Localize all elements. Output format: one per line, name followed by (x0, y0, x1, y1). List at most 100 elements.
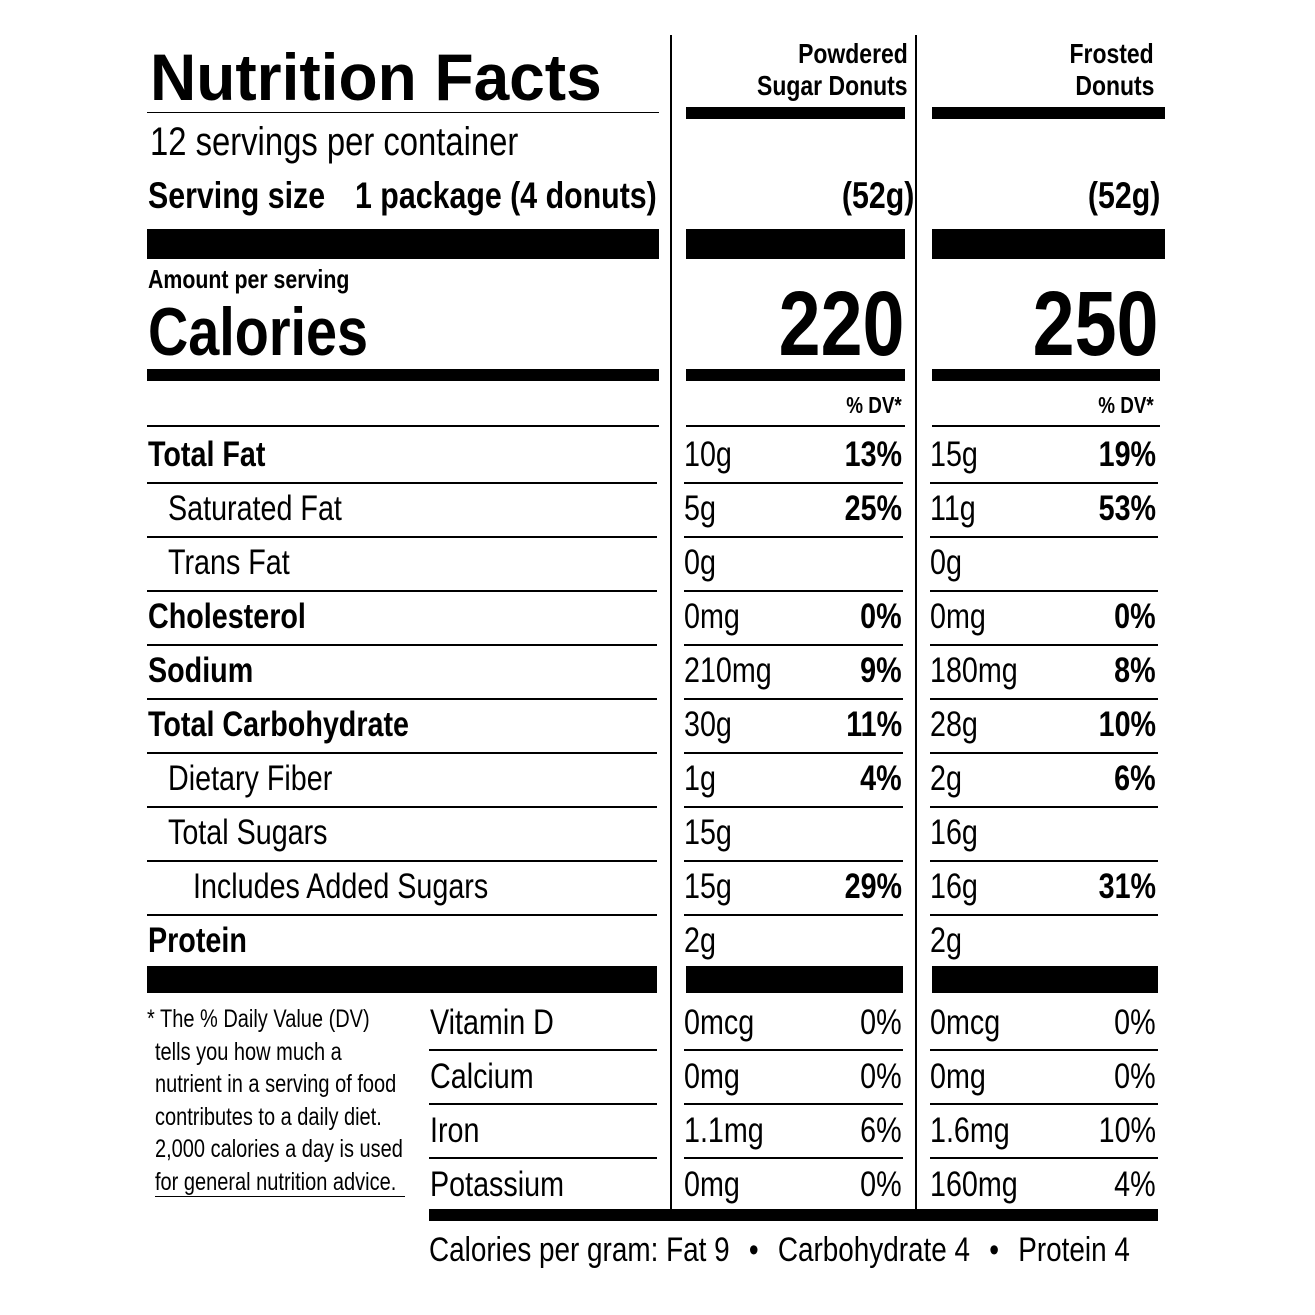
product-2-vitamin-amount: 0mcg (930, 1003, 1001, 1042)
product-1-dv-header: % DV* (846, 392, 902, 418)
row-rule (684, 482, 903, 484)
servings-per-container: 12 servings per container (150, 120, 519, 164)
row-rule (684, 536, 903, 538)
product-1-name-line2: Sugar Donuts (757, 70, 908, 101)
vitamin-label: Potassium (430, 1165, 564, 1204)
row-rule (147, 482, 657, 484)
nutrient-label: Saturated Fat (168, 489, 342, 528)
product-1-amount: 210mg (684, 651, 772, 690)
nutrient-label: Cholesterol (148, 597, 306, 636)
row-rule (930, 752, 1158, 754)
serving-size-label: Serving size (148, 175, 326, 216)
calories-label: Calories (148, 294, 369, 370)
footnote-rule (155, 1196, 405, 1197)
vitamin-label: Iron (430, 1111, 480, 1150)
calories-per-gram-prefix: Calories per gram: (429, 1231, 659, 1269)
protein-thick-bar-1 (147, 966, 657, 993)
product-2-daily-value: 10% (1098, 705, 1156, 744)
product-1-daily-value: 11% (846, 705, 902, 744)
product-1-daily-value: 9% (860, 651, 902, 690)
product-2-daily-value (1030, 545, 1156, 580)
vitamin-rule (930, 1103, 1158, 1105)
row-rule (684, 860, 903, 862)
product-1-amount: 0g (684, 543, 716, 582)
calories-per-gram-fat: Fat 9 (666, 1231, 730, 1269)
vitamin-rule (930, 1049, 1158, 1051)
row-rule (684, 752, 903, 754)
product-2-amount: 180mg (930, 651, 1018, 690)
product-2-header-bar (932, 107, 1165, 119)
product-1-name-line1: Powdered (798, 38, 908, 69)
product-2-amount: 15g (930, 435, 978, 474)
row-rule (147, 536, 657, 538)
product-2-name-line1: Frosted (1069, 38, 1154, 69)
product-1-vitamin-dv: 0% (860, 1165, 902, 1204)
product-2-daily-value: 6% (1114, 759, 1156, 798)
nutrient-label: Total Carbohydrate (148, 705, 409, 744)
calories-bar-2 (686, 369, 905, 381)
product-1-amount: 5g (684, 489, 716, 528)
product-2-calories: 250 (1032, 273, 1158, 375)
product-2-daily-value: 19% (1098, 435, 1156, 474)
nutrient-label: Total Sugars (168, 813, 328, 852)
product-1-amount: 10g (684, 435, 732, 474)
product-2-dv-header: % DV* (1098, 392, 1154, 418)
bullet-separator: • (989, 1231, 1000, 1269)
row-rule (684, 914, 903, 916)
bullet-separator: • (748, 1231, 759, 1269)
calories-bar-1 (147, 369, 659, 381)
footnote-line: 2,000 calories a day is used (155, 1135, 403, 1163)
product-1-calories: 220 (778, 273, 904, 375)
product-1-vitamin-dv: 6% (860, 1111, 902, 1150)
calories-bar-3 (932, 369, 1160, 381)
product-2-vitamin-amount: 160mg (930, 1165, 1018, 1204)
row-rule (930, 860, 1158, 862)
product-2-vitamin-dv: 10% (1098, 1111, 1156, 1150)
product-2-amount: 11g (930, 489, 976, 528)
vitamin-rule (429, 1049, 657, 1051)
serving-thick-bar-3 (932, 229, 1165, 259)
product-2-amount: 0mg (930, 597, 986, 636)
row-rule (930, 482, 1158, 484)
row-rule (147, 914, 657, 916)
vitamin-label: Vitamin D (430, 1003, 554, 1042)
product-1-amount: 30g (684, 705, 732, 744)
footnote-line: * The % Daily Value (DV) (147, 1005, 370, 1033)
amount-per-serving-label: Amount per serving (148, 264, 350, 294)
vitamin-rule (930, 1157, 1158, 1159)
row-rule (930, 644, 1158, 646)
row-rule (147, 590, 657, 592)
product-1-vitamin-dv: 0% (860, 1057, 902, 1096)
calories-per-gram-protein: Protein 4 (1018, 1231, 1130, 1269)
nutrient-label: Includes Added Sugars (193, 867, 489, 906)
daily-value-footnote: * The % Daily Value (DV) tells you how m… (147, 1003, 409, 1198)
vitamin-label: Calcium (430, 1057, 534, 1096)
product-1-amount: 0mg (684, 597, 740, 636)
nutrient-label: Trans Fat (168, 543, 290, 582)
product-2-daily-value: 0% (1114, 597, 1156, 636)
product-2-daily-value: 31% (1098, 867, 1156, 906)
vitamin-rule (684, 1157, 903, 1159)
row-rule (147, 644, 657, 646)
column-divider-middle (915, 35, 917, 1212)
footnote-line: nutrient in a serving of food (155, 1070, 397, 1098)
protein-thick-bar-3 (932, 966, 1158, 993)
product-1-daily-value: 0% (860, 597, 902, 636)
serving-thick-bar-2 (686, 229, 905, 259)
product-2-amount: 0g (930, 543, 962, 582)
row-rule (684, 590, 903, 592)
row-rule (930, 914, 1158, 916)
nutrient-label: Total Fat (148, 435, 266, 474)
product-2-vitamin-amount: 1.6mg (930, 1111, 1010, 1150)
product-1-daily-value (780, 815, 902, 850)
product-1-daily-value (780, 923, 902, 958)
row-rule (930, 590, 1158, 592)
product-1-daily-value: 4% (860, 759, 902, 798)
row-rule (930, 536, 1158, 538)
vitamin-rule (429, 1103, 657, 1105)
calories-per-gram: Calories per gram: Fat 9 • Carbohydrate … (429, 1233, 1284, 1267)
product-1-vitamin-amount: 0mg (684, 1057, 740, 1096)
row-rule (930, 698, 1158, 700)
product-2-daily-value (1030, 815, 1156, 850)
product-2-vitamin-dv: 0% (1114, 1057, 1156, 1096)
